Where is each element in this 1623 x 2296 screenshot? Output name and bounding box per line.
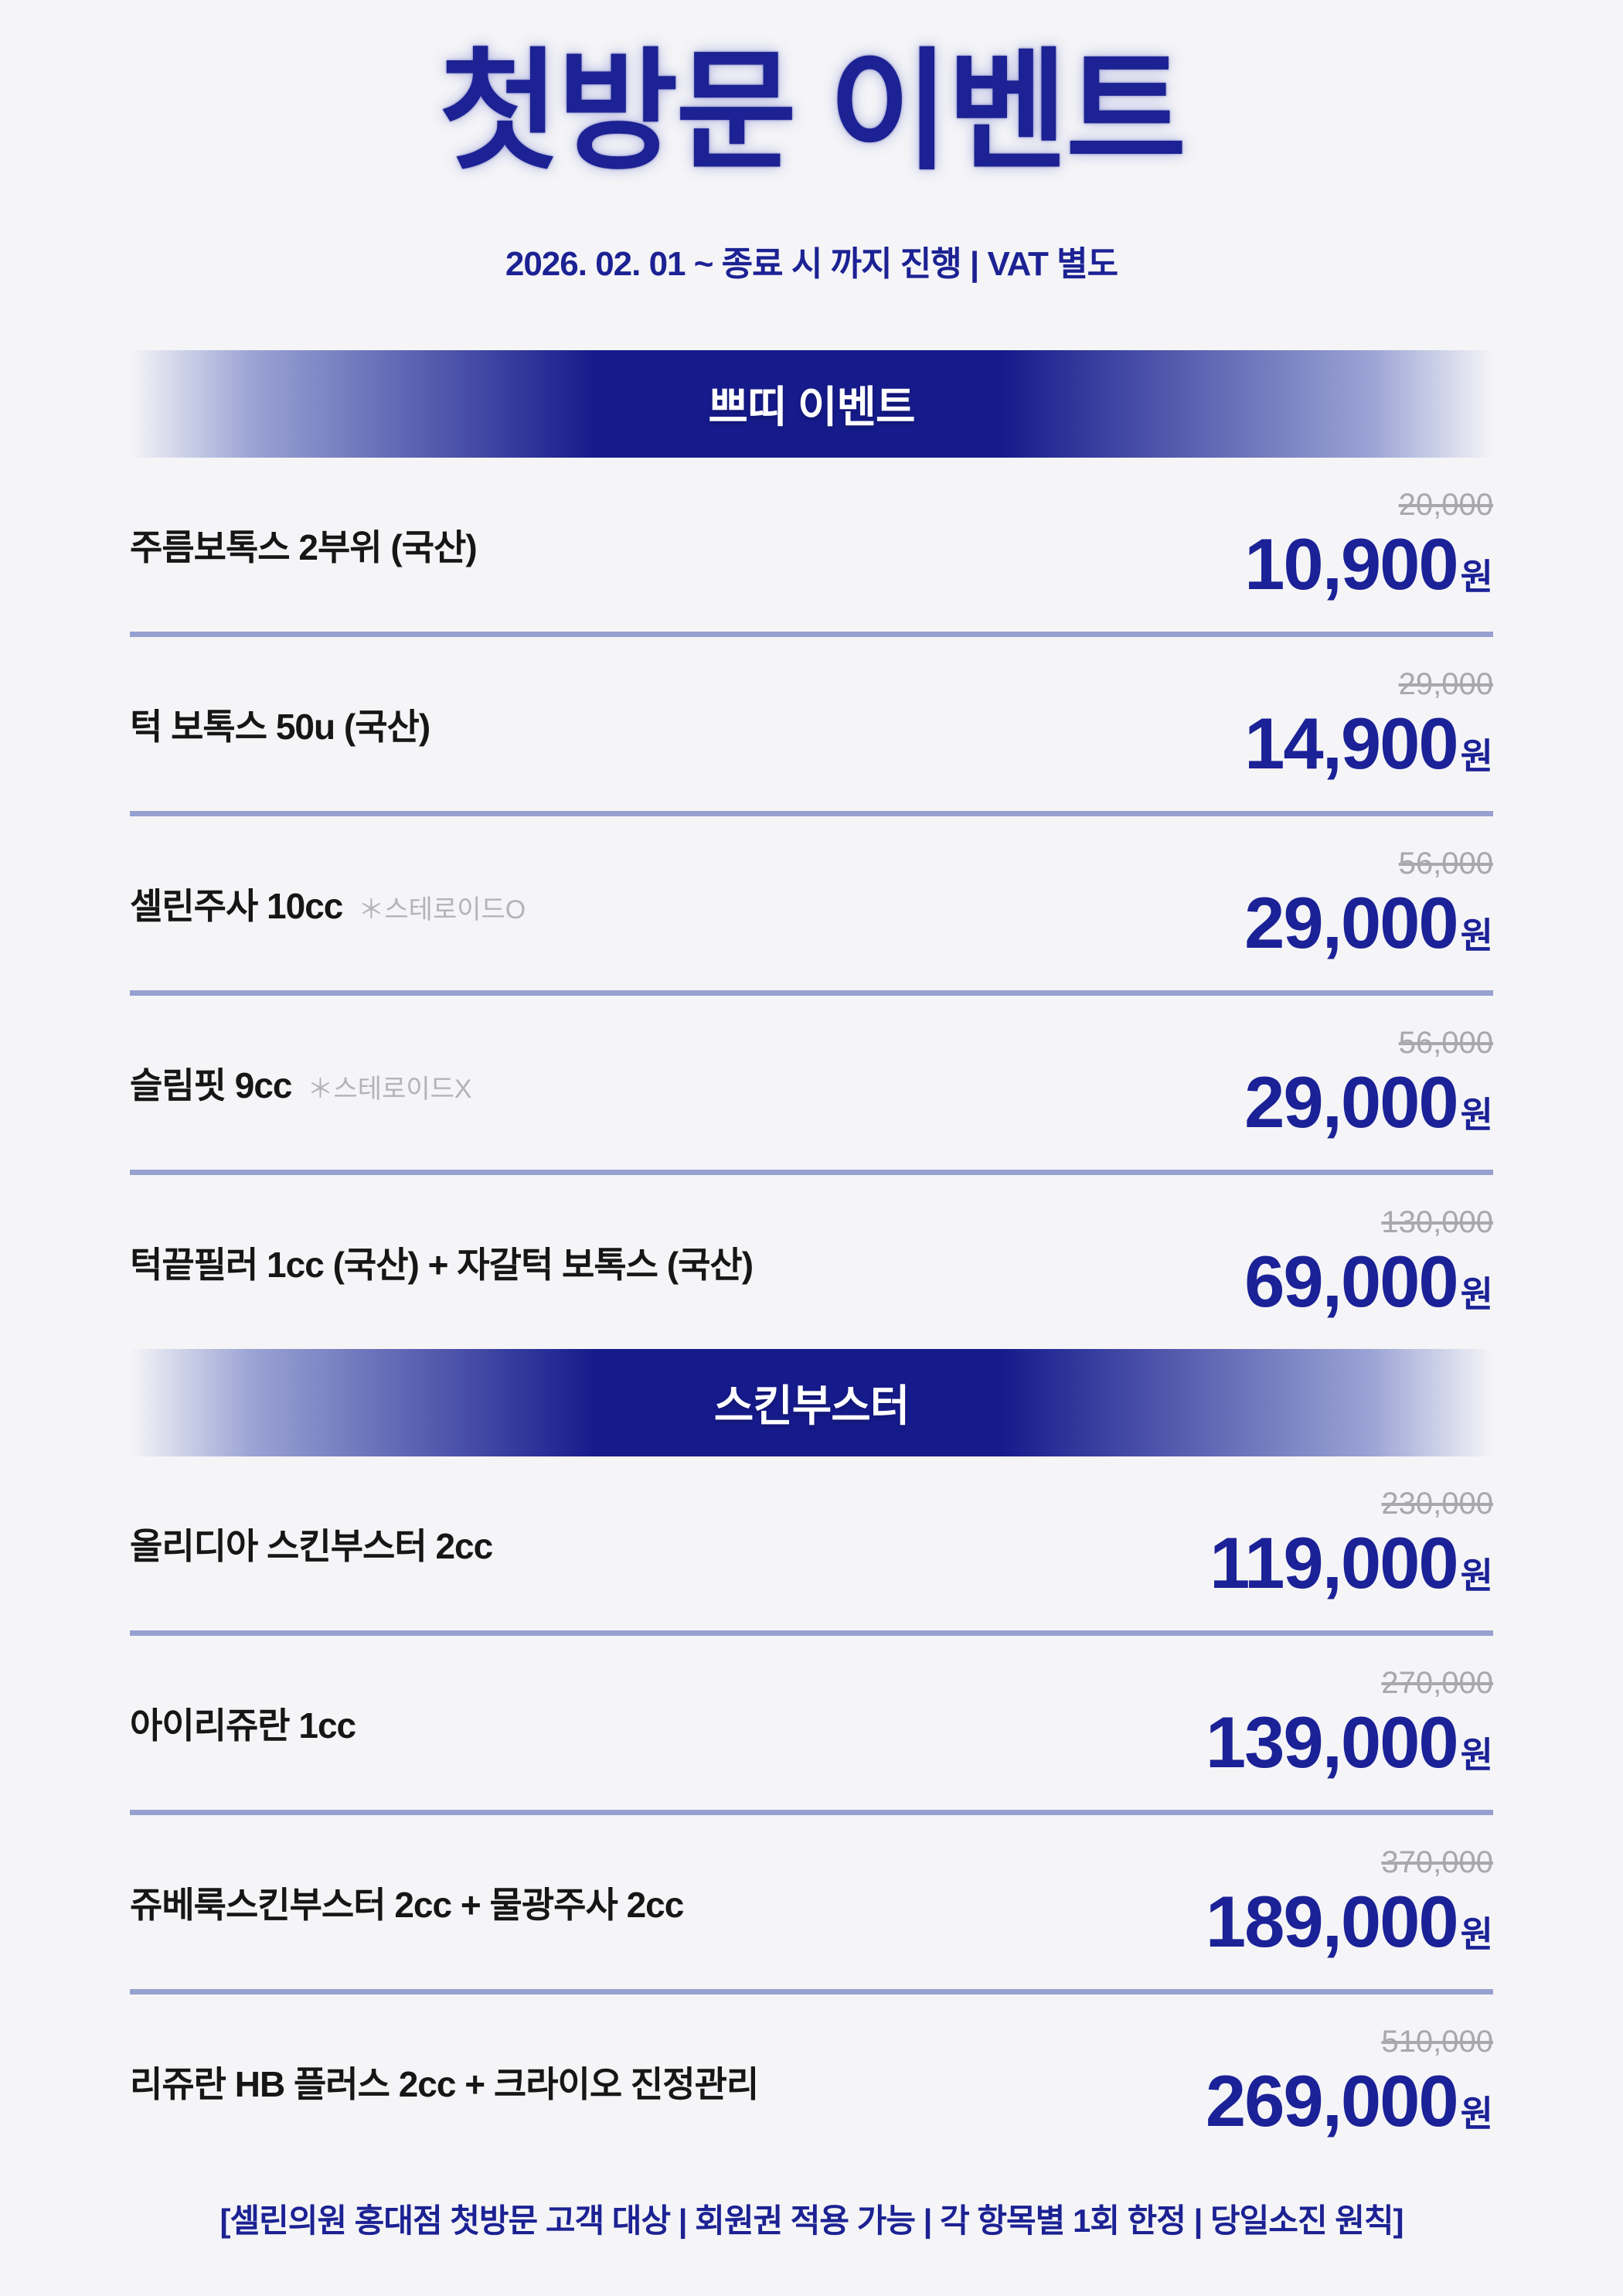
item-price-number: 29,000 [1244, 1061, 1459, 1143]
item-name-text: 턱 보톡스 50u (국산) [130, 706, 430, 747]
sections: 쁘띠 이벤트 주름보톡스 2부위 (국산) 20,000 10,900원 턱 보… [0, 350, 1623, 2168]
item-name-text: 올리디아 스킨부스터 2cc [130, 1525, 493, 1566]
item-name: 리쥬란 HB 플러스 2cc + 크라이오 진정관리 [130, 2056, 759, 2107]
item-old-price: 56,000 [1398, 846, 1493, 881]
item-old-price: 370,000 [1381, 1845, 1493, 1879]
item-price-block: 29,000 14,900원 [1244, 669, 1493, 780]
item-row: 리쥬란 HB 플러스 2cc + 크라이오 진정관리 510,000 269,0… [130, 1995, 1493, 2168]
item-price-number: 29,000 [1244, 881, 1459, 963]
item-price-number: 69,000 [1244, 1240, 1459, 1322]
item-price-block: 370,000 189,000원 [1206, 1847, 1493, 1958]
section-banner-label: 스킨부스터 [713, 1381, 910, 1430]
item-price-block: 270,000 139,000원 [1206, 1667, 1493, 1779]
currency-suffix: 원 [1460, 1555, 1493, 1596]
item-new-price: 119,000원 [1210, 1526, 1493, 1599]
item-price-number: 139,000 [1205, 1701, 1459, 1783]
item-old-price: 230,000 [1381, 1486, 1493, 1521]
item-row: 턱끝필러 1cc (국산) + 자갈턱 보톡스 (국산) 130,000 69,… [130, 1175, 1493, 1349]
item-name: 아이리쥬란 1cc [130, 1698, 356, 1749]
poster-header: 첫방문 이벤트 2026. 02. 01 ~ 종료 시 까지 진행 | VAT … [0, 0, 1623, 285]
section-banner: 스킨부스터 [130, 1349, 1493, 1456]
currency-suffix: 원 [1460, 1094, 1493, 1135]
item-row: 올리디아 스킨부스터 2cc 230,000 119,000원 [130, 1456, 1493, 1636]
item-new-price: 69,000원 [1244, 1245, 1493, 1318]
item-price-number: 14,900 [1244, 702, 1459, 784]
item-row: 쥬베룩스킨부스터 2cc + 물광주사 2cc 370,000 189,000원 [130, 1815, 1493, 1995]
item-old-price: 20,000 [1398, 487, 1493, 522]
item-row: 주름보톡스 2부위 (국산) 20,000 10,900원 [130, 458, 1493, 637]
item-row: 턱 보톡스 50u (국산) 29,000 14,900원 [130, 637, 1493, 816]
currency-suffix: 원 [1460, 1273, 1493, 1314]
item-name: 올리디아 스킨부스터 2cc [130, 1518, 493, 1569]
price-section: 스킨부스터 올리디아 스킨부스터 2cc 230,000 119,000원 아이… [0, 1349, 1623, 2168]
item-row: 셀린주사 10cc ＊스테로이드O 56,000 29,000원 [130, 816, 1493, 996]
item-row: 아이리쥬란 1cc 270,000 139,000원 [130, 1636, 1493, 1815]
item-name: 쥬베룩스킨부스터 2cc + 물광주사 2cc [130, 1877, 684, 1928]
event-period-subtitle: 2026. 02. 01 ~ 종료 시 까지 진행 | VAT 별도 [505, 245, 1118, 283]
item-price-block: 56,000 29,000원 [1244, 1027, 1493, 1139]
item-old-price: 270,000 [1381, 1665, 1493, 1700]
currency-suffix: 원 [1460, 1913, 1493, 1954]
currency-suffix: 원 [1460, 915, 1493, 956]
item-name-text: 리쥬란 HB 플러스 2cc + 크라이오 진정관리 [130, 2063, 759, 2104]
item-new-price: 14,900원 [1244, 707, 1493, 780]
item-price-number: 269,000 [1205, 2059, 1459, 2141]
item-note: ＊스테로이드O [358, 894, 526, 925]
item-name: 슬림핏 9cc ＊스테로이드X [130, 1058, 472, 1109]
item-new-price: 29,000원 [1244, 1065, 1493, 1139]
item-name-text: 슬림핏 9cc [130, 1065, 292, 1105]
currency-suffix: 원 [1460, 735, 1493, 776]
item-name-text: 주름보톡스 2부위 (국산) [130, 526, 478, 567]
section-rows: 주름보톡스 2부위 (국산) 20,000 10,900원 턱 보톡스 50u … [130, 458, 1493, 1349]
section-rows: 올리디아 스킨부스터 2cc 230,000 119,000원 아이리쥬란 1c… [130, 1456, 1493, 2168]
item-new-price: 10,900원 [1244, 527, 1493, 601]
item-price-number: 10,900 [1244, 523, 1459, 605]
item-name: 턱 보톡스 50u (국산) [130, 699, 430, 750]
section-banner: 쁘띠 이벤트 [130, 350, 1493, 458]
item-name-text: 턱끝필러 1cc (국산) + 자갈턱 보톡스 (국산) [130, 1244, 754, 1285]
item-price-number: 119,000 [1210, 1521, 1459, 1603]
item-old-price: 56,000 [1398, 1025, 1493, 1060]
item-new-price: 139,000원 [1206, 1705, 1493, 1779]
currency-suffix: 원 [1460, 556, 1493, 597]
footer-terms: [셀린의원 홍대점 첫방문 고객 대상 | 회원권 적용 가능 | 각 항목별 … [219, 2202, 1404, 2239]
item-new-price: 189,000원 [1206, 1885, 1493, 1958]
item-price-block: 510,000 269,000원 [1206, 2026, 1493, 2138]
item-row: 슬림핏 9cc ＊스테로이드X 56,000 29,000원 [130, 996, 1493, 1175]
item-name-text: 셀린주사 10cc [130, 885, 343, 926]
currency-suffix: 원 [1460, 1734, 1493, 1775]
item-note: ＊스테로이드X [307, 1074, 472, 1104]
item-price-number: 189,000 [1205, 1880, 1459, 1962]
item-new-price: 29,000원 [1244, 886, 1493, 959]
item-old-price: 510,000 [1381, 2024, 1493, 2059]
price-section: 쁘띠 이벤트 주름보톡스 2부위 (국산) 20,000 10,900원 턱 보… [0, 350, 1623, 1349]
item-name: 턱끝필러 1cc (국산) + 자갈턱 보톡스 (국산) [130, 1237, 754, 1288]
item-new-price: 269,000원 [1206, 2064, 1493, 2138]
page-title: 첫방문 이벤트 [438, 39, 1187, 186]
section-banner-label: 쁘띠 이벤트 [708, 383, 915, 431]
item-name: 주름보톡스 2부위 (국산) [130, 519, 478, 571]
currency-suffix: 원 [1460, 2093, 1493, 2134]
item-price-block: 230,000 119,000원 [1210, 1488, 1493, 1599]
item-old-price: 130,000 [1381, 1204, 1493, 1239]
item-name: 셀린주사 10cc ＊스테로이드O [130, 878, 526, 929]
item-name-text: 아이리쥬란 1cc [130, 1705, 356, 1746]
item-price-block: 130,000 69,000원 [1244, 1207, 1493, 1318]
item-old-price: 29,000 [1398, 666, 1493, 701]
item-name-text: 쥬베룩스킨부스터 2cc + 물광주사 2cc [130, 1884, 684, 1925]
item-price-block: 56,000 29,000원 [1244, 848, 1493, 959]
item-price-block: 20,000 10,900원 [1244, 489, 1493, 601]
